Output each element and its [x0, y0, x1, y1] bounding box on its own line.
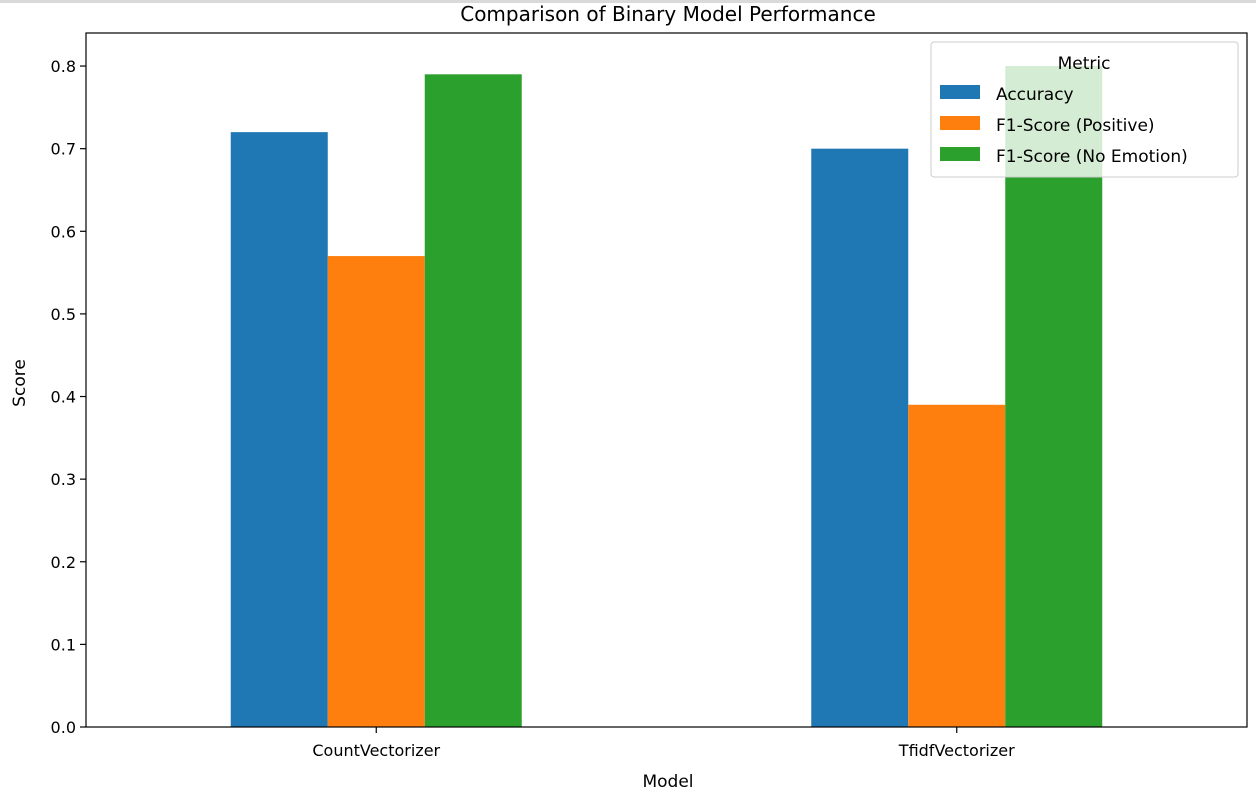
legend-swatch — [940, 147, 980, 161]
y-tick-label: 0.1 — [51, 635, 76, 654]
bar — [811, 148, 909, 727]
legend-entry-label: Accuracy — [996, 85, 1074, 105]
bar — [230, 132, 328, 728]
y-tick-label: 0.4 — [51, 388, 76, 407]
legend-box — [930, 41, 1239, 178]
bar — [424, 74, 522, 728]
chart-title: Comparison of Binary Model Performance — [460, 2, 876, 26]
y-tick-label: 0.8 — [51, 57, 76, 76]
y-tick-label: 0.6 — [51, 222, 76, 241]
x-axis-label: Model — [642, 772, 693, 792]
y-tick-label: 0.2 — [51, 553, 76, 572]
x-tick-label: CountVectorizer — [312, 741, 440, 760]
bar — [327, 256, 425, 727]
y-tick-label: 0.3 — [51, 470, 76, 489]
y-axis-label: Score — [10, 359, 30, 407]
legend-items: Accuracy F1-Score (Positive) F1-Score (No … — [940, 85, 1188, 167]
bar — [908, 404, 1006, 727]
legend: Metric Accuracy F1-Score (Positive) F1-Sco… — [930, 41, 1239, 178]
legend-entry-label: F1-Score (No Emotion) — [996, 147, 1188, 167]
legend-swatch — [940, 85, 980, 99]
x-tick-label: TfidfVectorizer — [898, 741, 1015, 760]
legend-entry-label: F1-Score (Positive) — [996, 116, 1155, 136]
window-top-edge — [0, 0, 1256, 3]
y-tick-label: 0.0 — [51, 718, 76, 737]
plot-frame — [85, 32, 1248, 728]
legend-title: Metric — [1058, 54, 1111, 74]
y-tick-label: 0.5 — [51, 305, 76, 324]
y-tick-label: 0.7 — [51, 140, 76, 159]
legend-swatch — [940, 116, 980, 130]
axes-layer: 0.0 0.1 0.2 0.3 0.4 0.5 0.6 0.7 0.8 CountVectoriz… — [51, 32, 1248, 760]
